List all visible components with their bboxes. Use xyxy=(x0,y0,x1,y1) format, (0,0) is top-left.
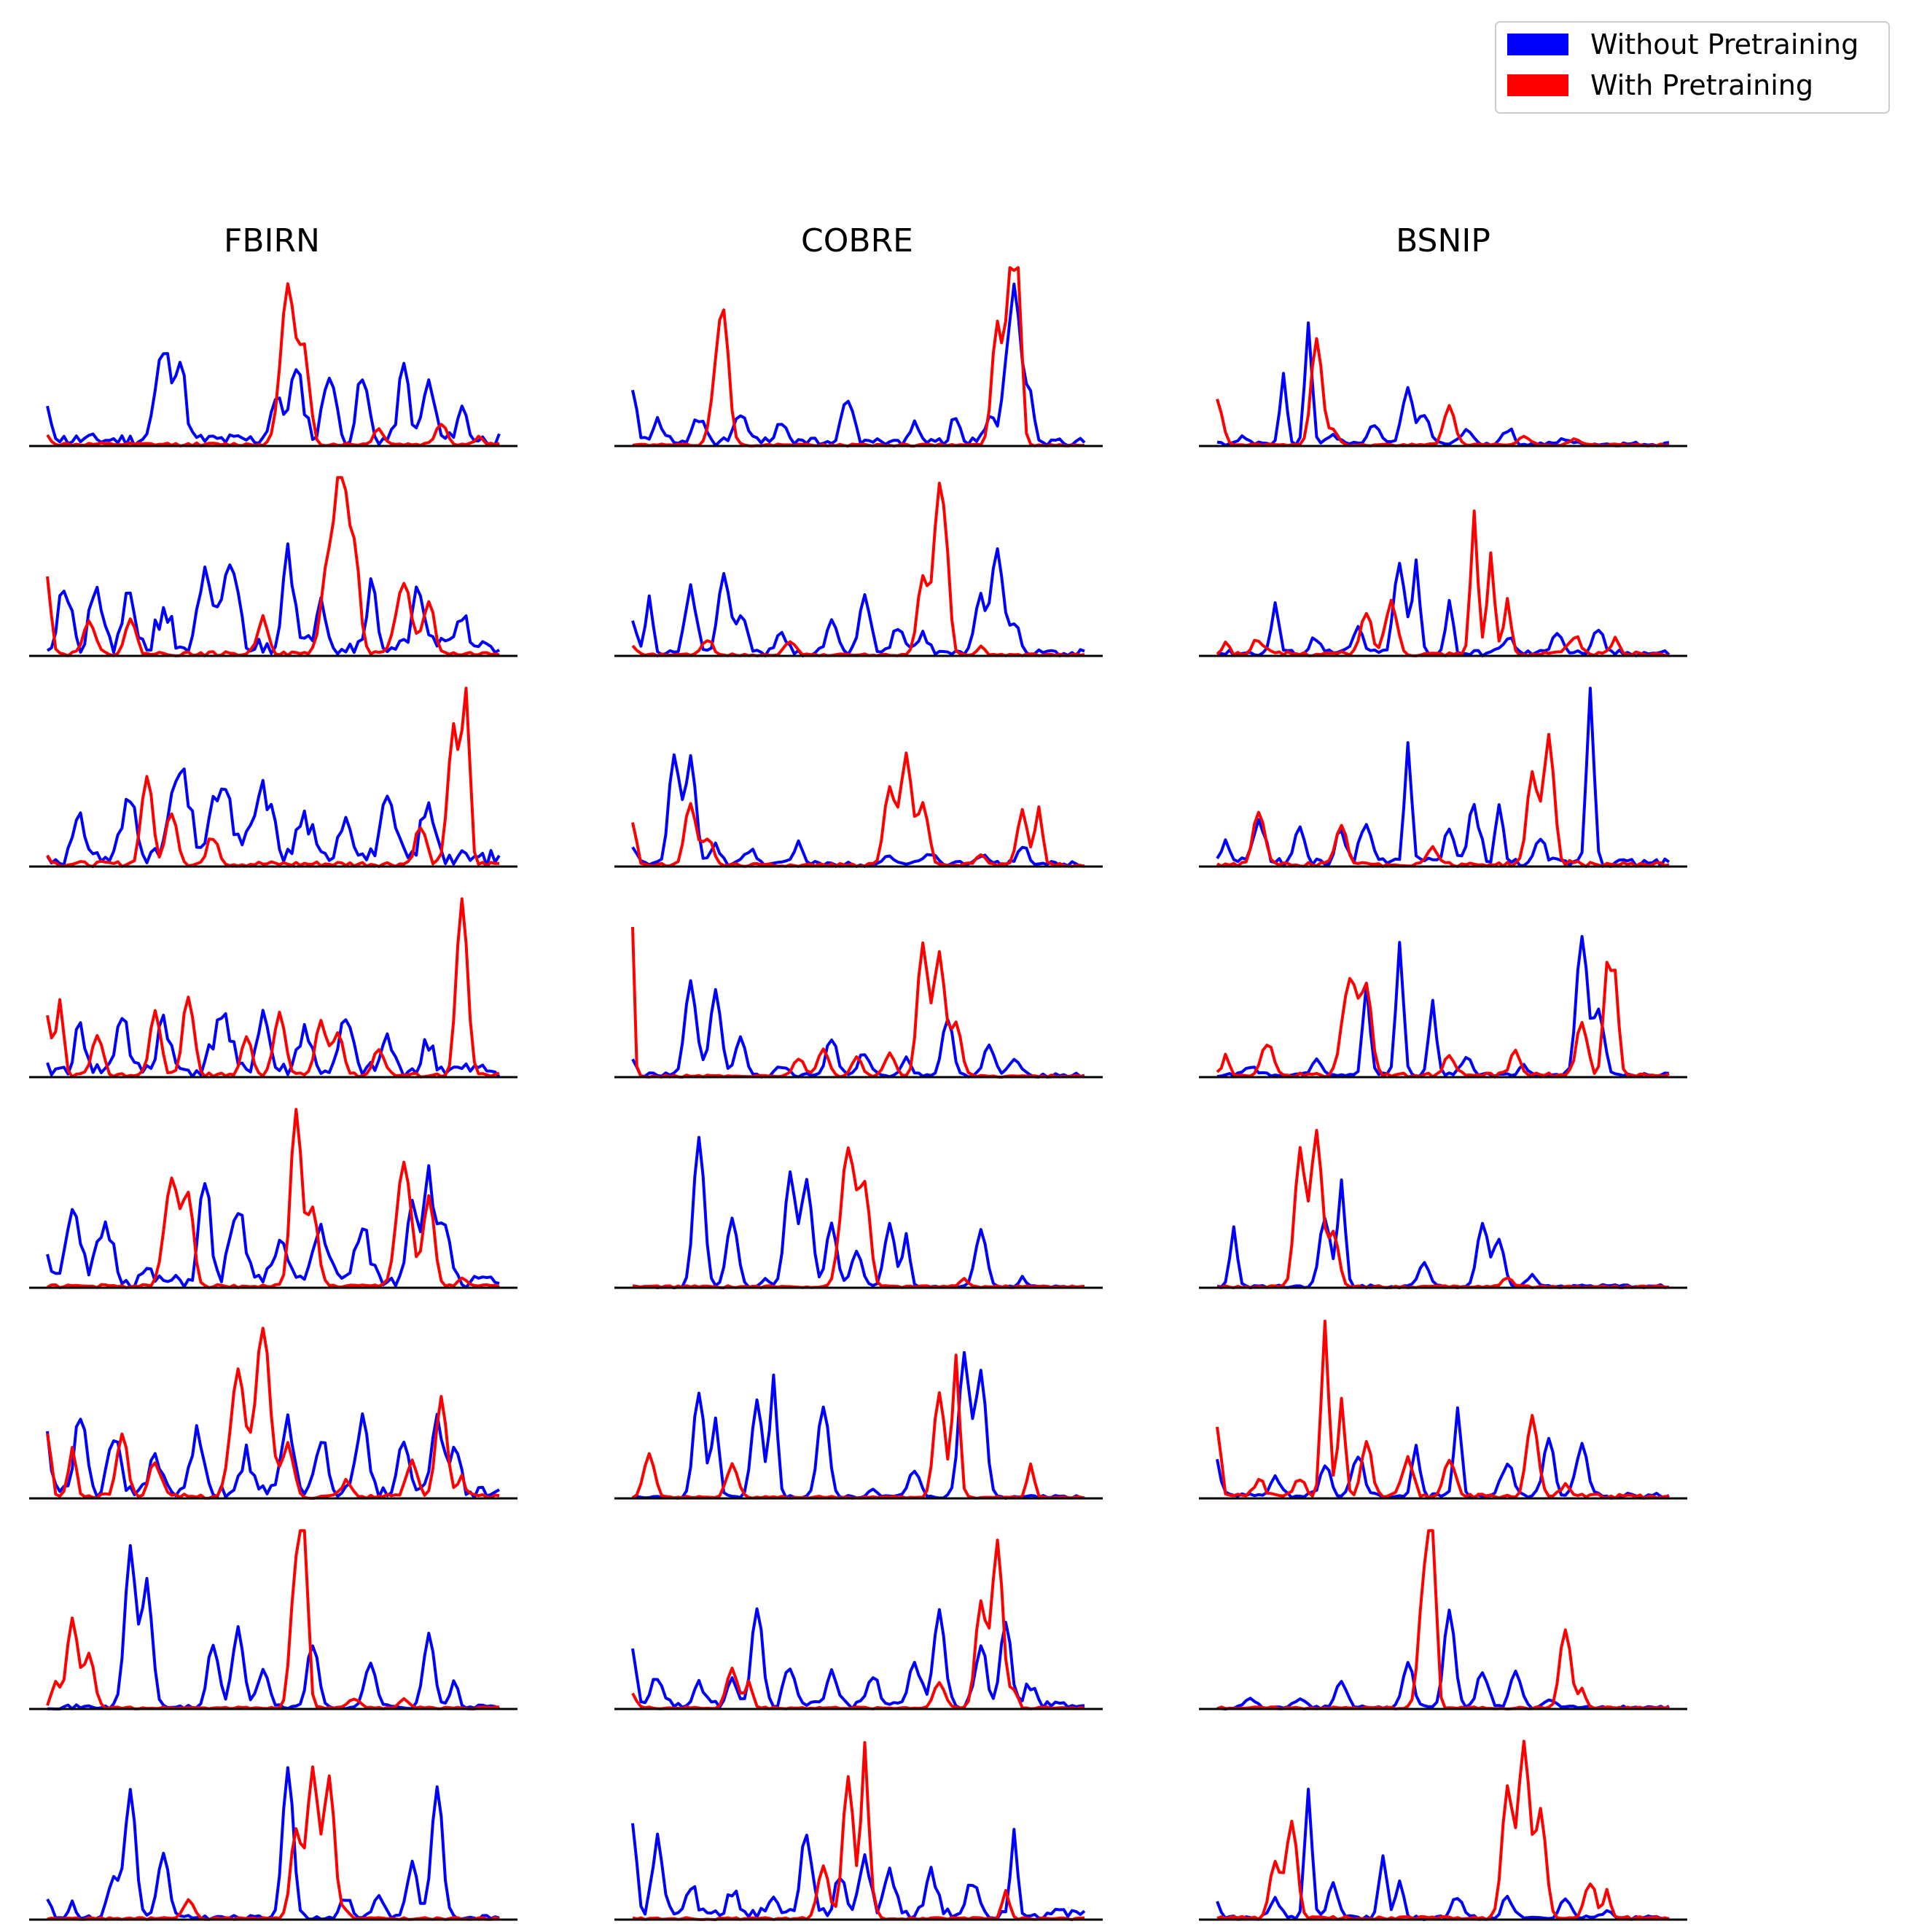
series-line-without-pretraining xyxy=(46,1164,500,1289)
series-line-without-pretraining xyxy=(1216,1608,1670,1710)
series-line-without-pretraining xyxy=(1216,1178,1670,1289)
series-line-without-pretraining xyxy=(631,1607,1085,1710)
panel-cobre-row-3 xyxy=(614,751,1103,868)
panel-fbirn-row-7 xyxy=(29,1529,517,1710)
panel-grid xyxy=(29,266,1687,1921)
column-title-cobre: COBRE xyxy=(801,222,913,259)
series-line-with-pretraining xyxy=(631,1353,1085,1500)
panel-fbirn-row-8 xyxy=(29,1765,517,1921)
column-titles: FBIRN COBRE BSNIP xyxy=(224,222,1490,259)
legend-label-with-pretraining: With Pretraining xyxy=(1590,69,1813,101)
series-line-with-pretraining xyxy=(46,282,500,447)
panel-fbirn-row-4 xyxy=(29,897,517,1079)
series-line-with-pretraining xyxy=(1216,337,1670,447)
series-line-without-pretraining xyxy=(46,1009,501,1079)
legend-frame xyxy=(1495,21,1890,114)
series-line-without-pretraining xyxy=(632,1350,1085,1500)
series-line-with-pretraining xyxy=(632,1741,1085,1921)
series-line-without-pretraining xyxy=(631,753,1085,868)
series-line-without-pretraining xyxy=(632,1135,1085,1289)
series-line-with-pretraining xyxy=(46,1529,500,1710)
panel-cobre-row-5 xyxy=(614,1135,1103,1289)
series-line-with-pretraining xyxy=(1216,1129,1670,1289)
panel-bsnip-row-7 xyxy=(1199,1529,1687,1710)
legend-swatch-without-pretraining xyxy=(1507,34,1568,55)
series-line-with-pretraining xyxy=(1216,1529,1670,1710)
panel-bsnip-row-3 xyxy=(1199,687,1687,868)
series-line-with-pretraining xyxy=(1216,1740,1670,1921)
series-line-without-pretraining xyxy=(46,767,501,868)
legend-swatch-with-pretraining xyxy=(1507,74,1568,96)
series-line-without-pretraining xyxy=(631,1823,1086,1920)
series-line-with-pretraining xyxy=(47,1108,500,1289)
panel-fbirn-row-3 xyxy=(29,687,517,868)
series-line-without-pretraining xyxy=(46,1412,500,1499)
panel-cobre-row-4 xyxy=(614,926,1103,1079)
panel-bsnip-row-4 xyxy=(1199,935,1687,1079)
panel-bsnip-row-1 xyxy=(1199,321,1687,447)
panel-cobre-row-6 xyxy=(614,1350,1103,1500)
panel-cobre-row-7 xyxy=(614,1538,1103,1710)
legend: Without Pretraining With Pretraining xyxy=(1495,21,1890,114)
series-line-with-pretraining xyxy=(1216,1319,1670,1500)
panel-cobre-row-1 xyxy=(614,266,1103,447)
series-line-without-pretraining xyxy=(46,542,501,656)
series-line-without-pretraining xyxy=(631,979,1085,1079)
series-line-without-pretraining xyxy=(1216,558,1670,657)
series-line-without-pretraining xyxy=(1216,935,1670,1079)
series-line-without-pretraining xyxy=(1216,687,1670,868)
series-line-with-pretraining xyxy=(632,266,1085,447)
series-line-with-pretraining xyxy=(631,926,1085,1079)
series-line-with-pretraining xyxy=(46,1326,500,1500)
series-line-without-pretraining xyxy=(47,1544,500,1710)
panel-cobre-row-8 xyxy=(614,1741,1103,1921)
column-title-bsnip: BSNIP xyxy=(1396,222,1490,259)
panel-fbirn-row-1 xyxy=(29,282,517,447)
panel-fbirn-row-2 xyxy=(29,476,517,657)
panel-bsnip-row-5 xyxy=(1199,1129,1687,1289)
panel-fbirn-row-6 xyxy=(29,1326,517,1500)
panel-bsnip-row-8 xyxy=(1199,1740,1687,1921)
legend-label-without-pretraining: Without Pretraining xyxy=(1590,28,1859,60)
column-title-fbirn: FBIRN xyxy=(224,222,320,259)
series-line-without-pretraining xyxy=(46,352,501,447)
series-line-without-pretraining xyxy=(46,1766,500,1921)
panel-cobre-row-2 xyxy=(614,482,1103,657)
series-line-without-pretraining xyxy=(631,547,1085,657)
series-line-with-pretraining xyxy=(1216,732,1670,868)
panel-bsnip-row-6 xyxy=(1199,1319,1687,1500)
series-line-without-pretraining xyxy=(631,282,1086,447)
series-line-without-pretraining xyxy=(1216,1406,1670,1500)
panel-bsnip-row-2 xyxy=(1199,509,1687,657)
series-line-with-pretraining xyxy=(632,1146,1085,1289)
panel-fbirn-row-5 xyxy=(29,1108,517,1289)
series-line-with-pretraining xyxy=(46,476,500,657)
